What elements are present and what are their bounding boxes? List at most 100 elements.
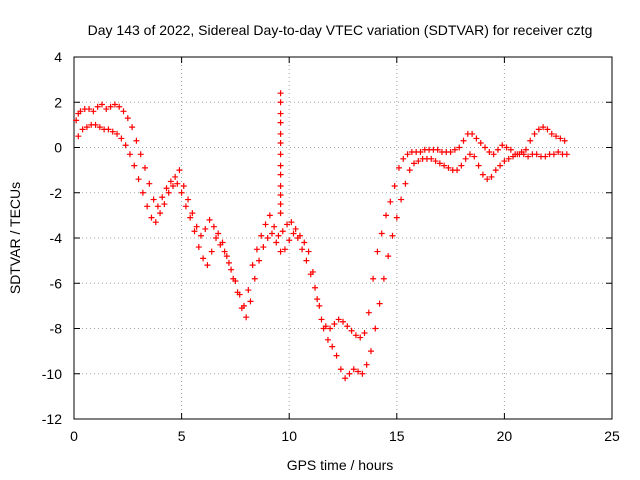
data-point: [131, 162, 138, 169]
y-tick-label: 4: [54, 49, 62, 65]
data-point: [387, 198, 394, 205]
data-point: [352, 332, 359, 339]
data-point: [277, 162, 284, 169]
data-point: [260, 244, 267, 251]
data-point: [258, 232, 265, 239]
data-point: [92, 121, 99, 128]
data-point: [137, 151, 144, 158]
data-point: [333, 352, 340, 359]
data-point: [553, 133, 560, 140]
data-point: [223, 253, 230, 260]
data-point: [129, 124, 136, 131]
data-point: [548, 130, 555, 137]
data-point: [208, 248, 215, 255]
data-point: [454, 167, 461, 174]
data-point: [514, 151, 521, 158]
data-point: [114, 130, 121, 137]
data-point: [342, 375, 349, 382]
data-point: [335, 316, 342, 323]
data-point: [290, 230, 297, 237]
data-point: [544, 126, 551, 133]
data-point: [221, 248, 228, 255]
data-point: [363, 361, 370, 368]
data-point: [217, 241, 224, 248]
y-axis-label: SDTVAR / TECUs: [7, 182, 23, 294]
data-point: [327, 325, 334, 332]
data-point: [157, 210, 164, 217]
data-point: [447, 149, 454, 156]
data-point: [253, 246, 260, 253]
data-point: [466, 151, 473, 158]
data-point: [139, 189, 146, 196]
y-tick-label: 0: [54, 140, 62, 156]
y-tick-label: -10: [42, 366, 62, 382]
x-tick-label: 15: [389, 428, 405, 444]
data-point: [86, 106, 93, 113]
data-point: [505, 155, 512, 162]
data-point: [398, 196, 405, 203]
data-point: [159, 194, 166, 201]
data-point: [277, 151, 284, 158]
data-point: [428, 155, 435, 162]
data-point: [350, 366, 357, 373]
data-point: [225, 259, 232, 266]
data-point: [210, 223, 217, 230]
data-point: [116, 103, 123, 110]
y-tick-label: -2: [50, 185, 63, 201]
data-point: [273, 239, 280, 246]
data-point: [79, 126, 86, 133]
data-point: [475, 162, 482, 169]
data-point: [182, 203, 189, 210]
data-point: [305, 248, 312, 255]
data-point: [277, 119, 284, 126]
data-point: [365, 309, 372, 316]
data-point: [105, 126, 112, 133]
data-point: [277, 182, 284, 189]
data-point: [277, 248, 284, 255]
data-point: [152, 219, 159, 226]
data-point: [193, 223, 200, 230]
data-point: [172, 173, 179, 180]
x-tick-label: 25: [604, 428, 620, 444]
data-point: [195, 244, 202, 251]
data-point: [200, 255, 207, 262]
data-point: [77, 108, 84, 115]
data-point: [518, 149, 525, 156]
data-point: [380, 275, 387, 282]
data-point: [281, 246, 288, 253]
x-tick-label: 10: [281, 428, 297, 444]
data-point: [374, 248, 381, 255]
data-point: [206, 216, 213, 223]
data-point: [213, 235, 220, 241]
data-point: [391, 182, 398, 189]
data-point: [277, 99, 284, 106]
data-point: [124, 115, 131, 122]
data-point: [262, 221, 269, 228]
data-point: [462, 155, 469, 162]
data-point: [337, 366, 344, 373]
data-point: [557, 135, 564, 142]
y-tick-label: -6: [50, 275, 63, 291]
data-point: [73, 117, 80, 124]
data-point: [486, 149, 493, 156]
data-point: [245, 287, 252, 294]
data-point: [256, 257, 263, 264]
data-point: [189, 210, 196, 217]
data-point: [301, 239, 308, 246]
data-point: [133, 137, 140, 144]
data-point: [107, 103, 114, 110]
data-point: [378, 230, 385, 237]
data-point: [340, 318, 346, 325]
data-point: [266, 212, 273, 219]
data-point: [436, 160, 443, 167]
data-point: [154, 203, 161, 210]
data-point: [202, 225, 209, 232]
grid: [74, 57, 612, 419]
data-point: [126, 151, 133, 158]
data-point: [320, 325, 327, 332]
data-point: [441, 162, 448, 169]
data-point: [191, 228, 198, 235]
data-point: [185, 196, 192, 203]
data-point: [434, 146, 441, 153]
